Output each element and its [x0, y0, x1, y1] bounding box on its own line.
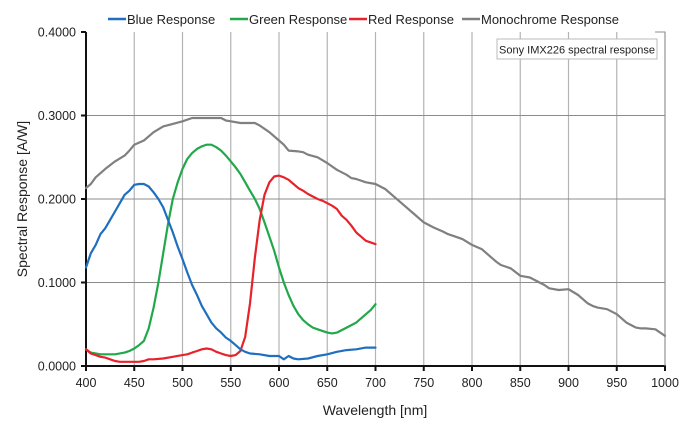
legend-label: Blue Response: [127, 12, 215, 27]
x-tick-label: 850: [510, 376, 531, 390]
legend-item-monochrome-response: Monochrome Response: [462, 12, 619, 27]
legend-item-green-response: Green Response: [230, 12, 347, 27]
x-tick-label: 500: [172, 376, 193, 390]
plot-frame: [655, 31, 666, 366]
tick-labels: 0.0000 0.1000 0.2000 0.3000 0.4000 400 450 500 5…: [38, 26, 679, 391]
y-axis-title: Spectral Response [A/W]: [14, 121, 30, 277]
legend-item-red-response: Red Response: [349, 12, 454, 27]
x-tick-label: 450: [124, 376, 145, 390]
x-tick-label: 650: [317, 376, 338, 390]
x-tick-label: 1000: [651, 376, 679, 390]
y-tick-label: 0.0000: [38, 360, 76, 374]
x-tick-label: 800: [462, 376, 483, 390]
legend-label: Monochrome Response: [481, 12, 619, 27]
y-tick-label: 0.1000: [38, 276, 76, 290]
y-tick-label: 0.2000: [38, 193, 76, 207]
x-tick-label: 950: [606, 376, 627, 390]
x-tick-label: 900: [558, 376, 579, 390]
x-tick-label: 700: [365, 376, 386, 390]
x-tick-label: 400: [76, 376, 97, 390]
legend: Blue Response Green Response Red Response M…: [108, 12, 619, 27]
series-line-green-response: [84, 143, 377, 356]
legend-label: Red Response: [368, 12, 454, 27]
series-line-red-response: [84, 174, 377, 363]
series-lines: [84, 116, 667, 363]
x-tick-label: 550: [220, 376, 241, 390]
annotation-box: Sony IMX226 spectral response: [496, 38, 658, 60]
annotation-text: Sony IMX226 spectral response: [499, 45, 655, 57]
x-axis-title: Wavelength [nm]: [323, 402, 428, 418]
y-tick-label: 0.3000: [38, 109, 76, 123]
axes: [81, 31, 666, 371]
legend-label: Green Response: [249, 12, 347, 27]
series-line-blue-response: [84, 182, 377, 361]
series-line-monochrome-response: [84, 116, 667, 337]
y-tick-label: 0.4000: [38, 26, 76, 40]
x-tick-label: 600: [269, 376, 290, 390]
legend-item-blue-response: Blue Response: [108, 12, 215, 27]
x-tick-label: 750: [413, 376, 434, 390]
